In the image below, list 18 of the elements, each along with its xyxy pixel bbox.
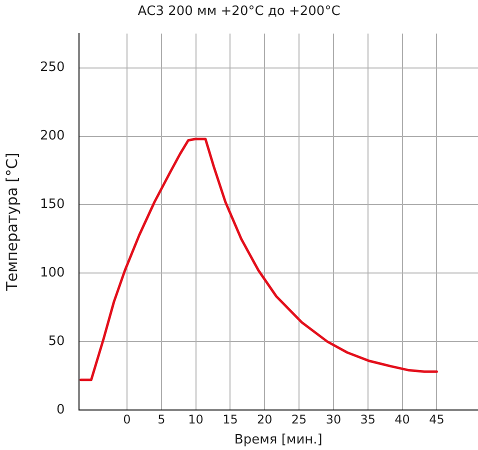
x-tick-label: 5 bbox=[158, 412, 166, 426]
x-tick-label: 45 bbox=[429, 412, 444, 426]
y-tick-label: 50 bbox=[48, 334, 65, 349]
x-tick-label: 30 bbox=[326, 412, 342, 426]
chart-title: АС3 200 мм +20°C до +200°C bbox=[138, 4, 340, 20]
x-tick-label: 0 bbox=[123, 412, 131, 426]
x-tick-label: 35 bbox=[360, 412, 376, 426]
y-tick-label: 150 bbox=[40, 197, 65, 212]
x-tick-label: 20 bbox=[257, 412, 272, 426]
x-axis-title: Время [мин.] bbox=[234, 432, 322, 448]
y-tick-label: 100 bbox=[40, 266, 65, 280]
x-tick-label: 10 bbox=[188, 412, 204, 426]
y-tick-label: 200 bbox=[40, 128, 65, 144]
y-tick-label: 250 bbox=[40, 60, 65, 76]
y-axis-title: Температура [°C] bbox=[2, 152, 21, 292]
x-tick-label: 15 bbox=[222, 412, 238, 426]
x-tick-label: 40 bbox=[394, 412, 410, 426]
x-tick-label: 25 bbox=[291, 412, 307, 426]
